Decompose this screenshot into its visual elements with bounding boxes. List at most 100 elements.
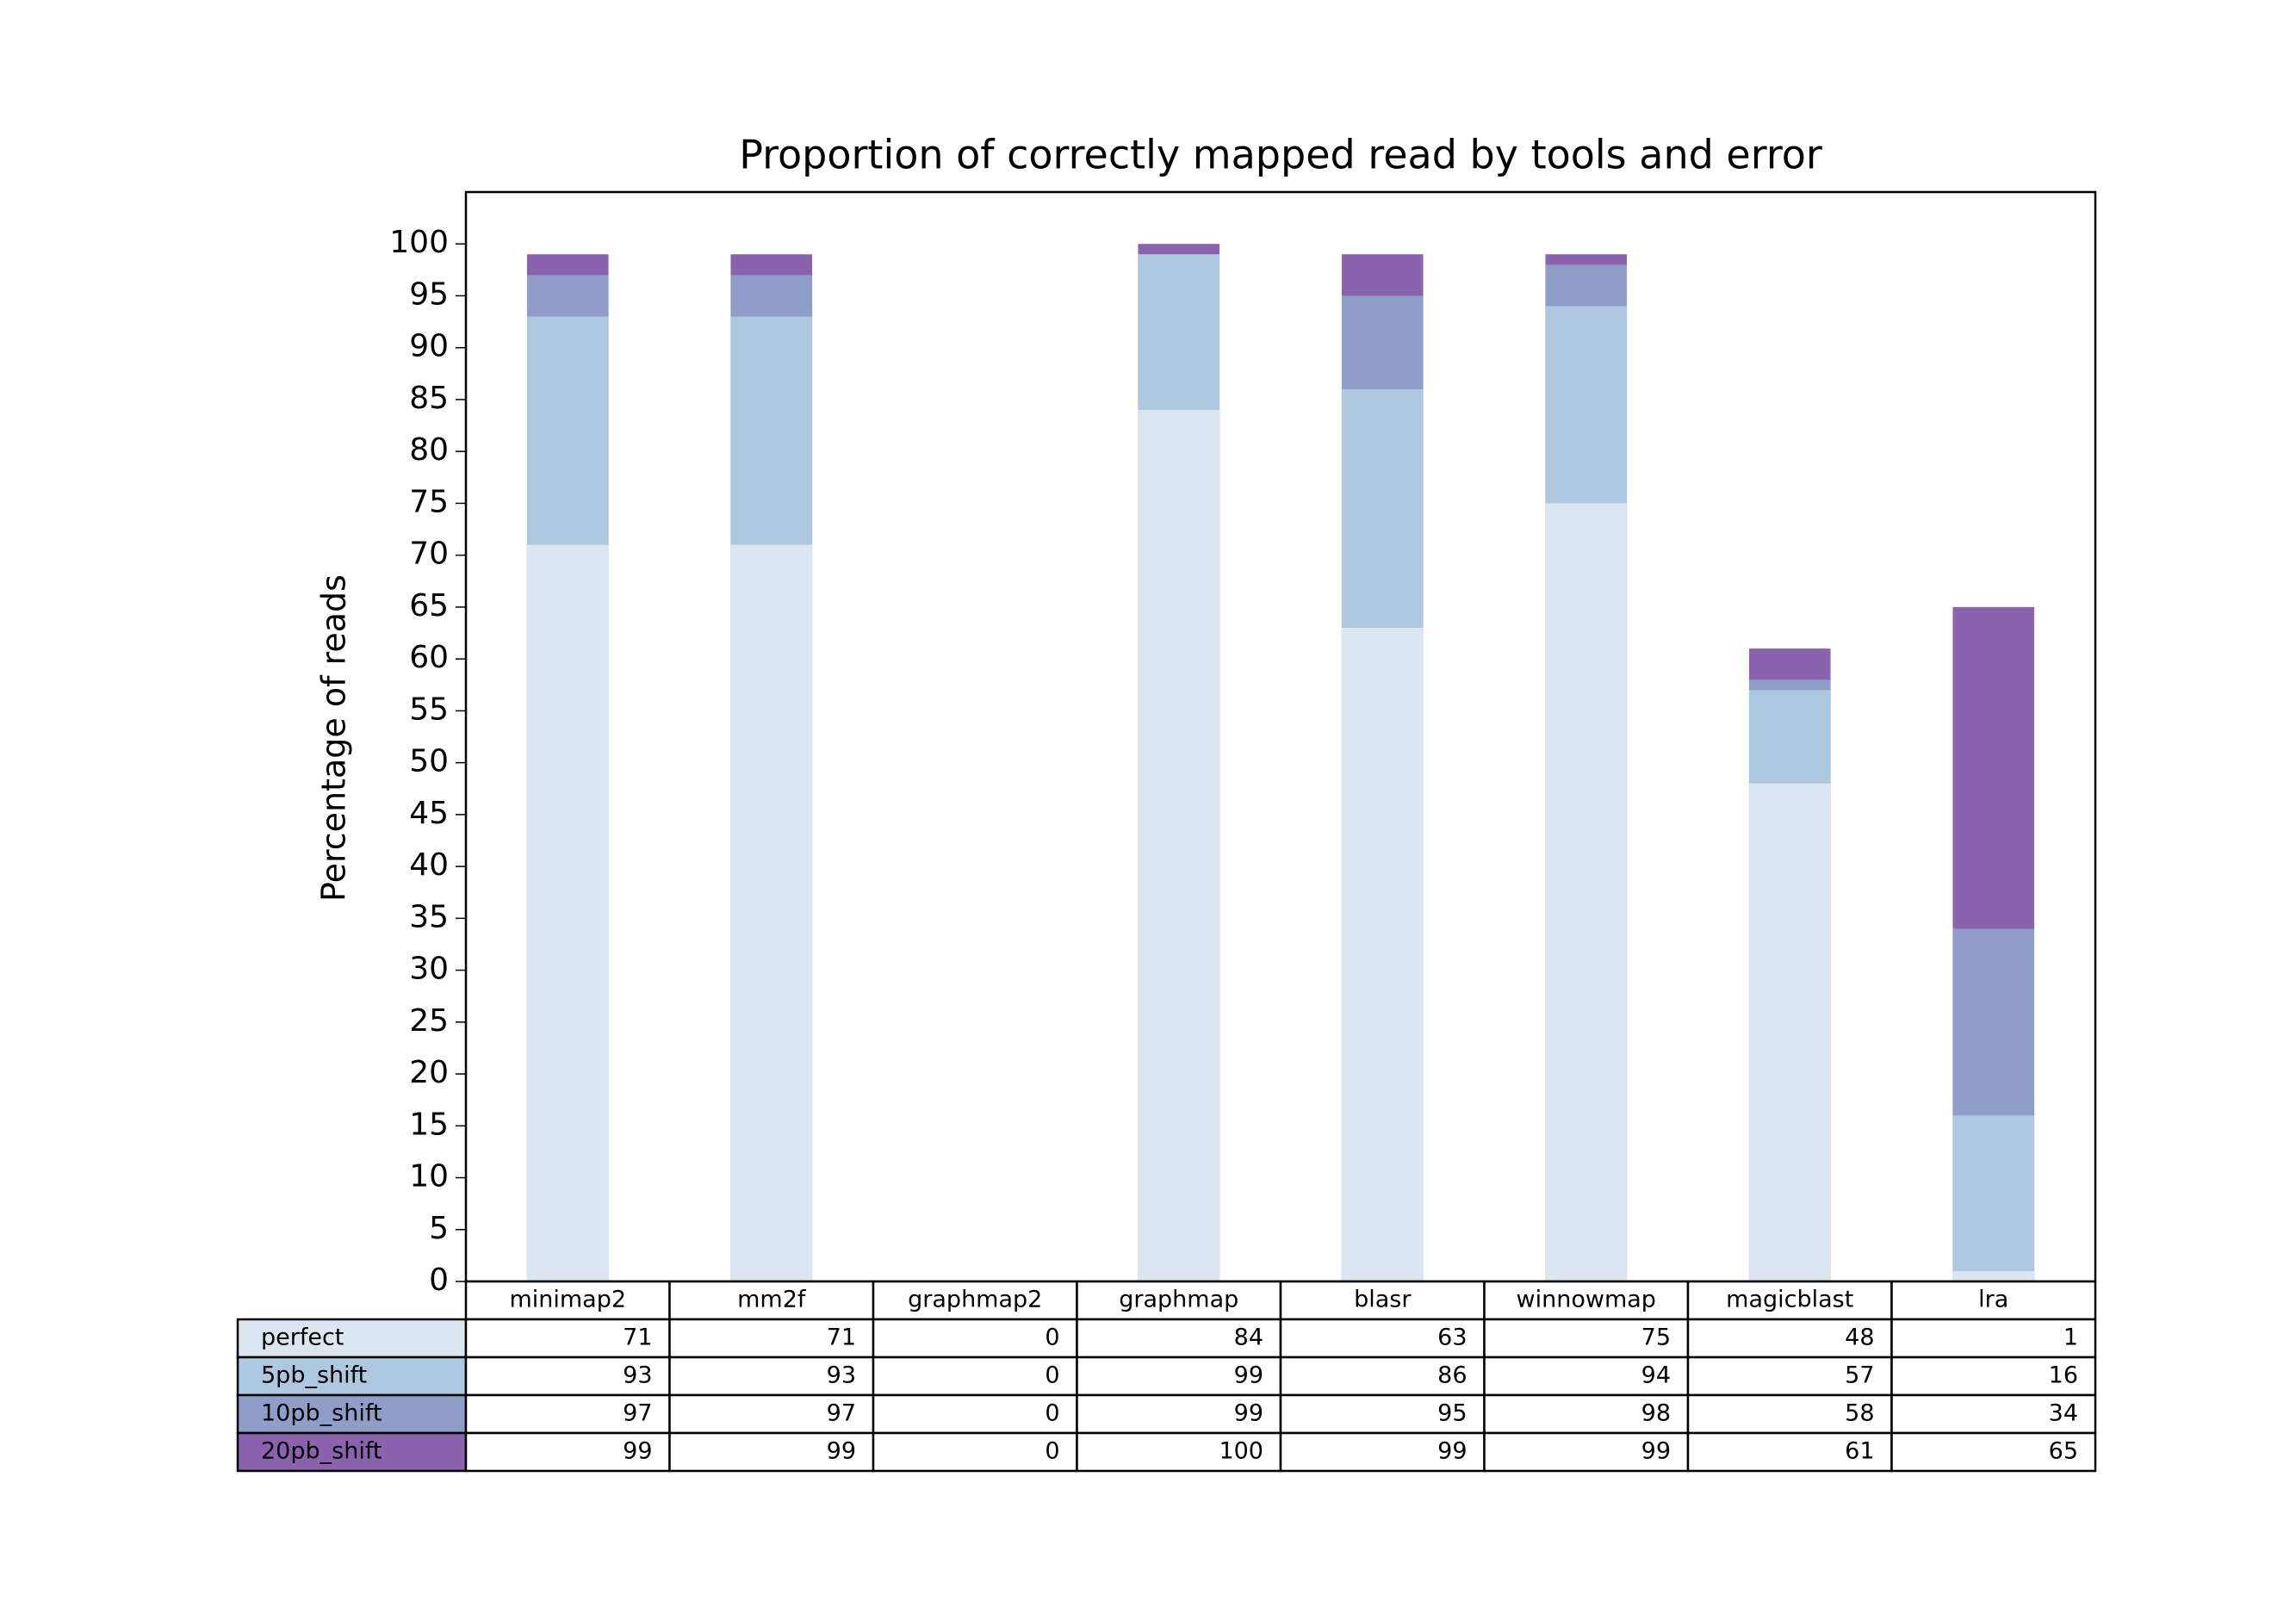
bar bbox=[1341, 628, 1424, 1281]
table-cell bbox=[1890, 1318, 2097, 1359]
y-tick-label: 65 bbox=[409, 588, 449, 624]
table-value: 99 bbox=[1234, 1362, 1263, 1389]
table-cell bbox=[1890, 1393, 2097, 1435]
y-tick-label: 20 bbox=[409, 1055, 449, 1090]
y-tick-label: 90 bbox=[409, 329, 449, 364]
y-tick-label: 15 bbox=[409, 1107, 449, 1142]
table-value: 63 bbox=[1437, 1325, 1467, 1351]
table-cell bbox=[872, 1431, 1078, 1473]
y-tick-label: 35 bbox=[409, 899, 449, 934]
table-value: 71 bbox=[623, 1325, 652, 1351]
table-value: 93 bbox=[827, 1362, 856, 1389]
x-tick-label: winnowmap bbox=[1517, 1287, 1656, 1313]
legend-label: perfect bbox=[261, 1325, 344, 1351]
table-cell bbox=[1076, 1393, 1282, 1435]
table-value: 61 bbox=[1845, 1438, 1874, 1465]
x-tick-label: graphmap bbox=[1119, 1287, 1238, 1313]
bar bbox=[526, 544, 609, 1281]
bar bbox=[1952, 1115, 2035, 1281]
y-tick-label: 25 bbox=[409, 1003, 449, 1039]
table-value: 34 bbox=[2049, 1400, 2078, 1427]
table-cell bbox=[1279, 1393, 1486, 1435]
y-tick-label: 95 bbox=[409, 276, 449, 312]
table-value: 86 bbox=[1437, 1362, 1467, 1389]
table-value: 1 bbox=[2063, 1325, 2078, 1351]
table-value: 99 bbox=[1641, 1438, 1671, 1465]
table-value: 97 bbox=[827, 1400, 856, 1427]
table-value: 71 bbox=[827, 1325, 856, 1351]
table-value: 94 bbox=[1641, 1362, 1671, 1389]
y-tick-label: 55 bbox=[409, 692, 449, 727]
legend-label: 5pb_shift bbox=[261, 1362, 367, 1389]
table-value: 57 bbox=[1845, 1362, 1874, 1389]
table-header-cell bbox=[1483, 1280, 1690, 1321]
y-tick-label: 70 bbox=[409, 537, 449, 572]
table-cell bbox=[872, 1393, 1078, 1435]
table-cell bbox=[1890, 1356, 2097, 1397]
table-value: 16 bbox=[2049, 1362, 2078, 1389]
table-header-cell bbox=[1686, 1280, 1893, 1321]
y-tick-label: 75 bbox=[409, 484, 449, 519]
y-tick-label: 0 bbox=[429, 1263, 449, 1298]
table-value: 0 bbox=[1045, 1362, 1059, 1389]
table-cell bbox=[668, 1356, 875, 1397]
table-cell bbox=[1686, 1356, 1893, 1397]
table-value: 75 bbox=[1641, 1325, 1671, 1351]
table-value: 99 bbox=[623, 1438, 652, 1465]
bar bbox=[1138, 410, 1220, 1281]
x-tick-label: minimap2 bbox=[509, 1287, 626, 1313]
x-tick-label: mm2f bbox=[737, 1287, 807, 1313]
y-tick-label: 60 bbox=[409, 640, 449, 675]
table-cell bbox=[1279, 1431, 1486, 1473]
table-header-cell bbox=[1076, 1280, 1282, 1321]
table-value: 48 bbox=[1845, 1325, 1874, 1351]
table-cell bbox=[1483, 1431, 1690, 1473]
y-axis-label: Percentage of reads bbox=[315, 574, 353, 902]
y-tick-label: 10 bbox=[409, 1159, 449, 1194]
table-cell bbox=[668, 1431, 875, 1473]
x-tick-label: graphmap2 bbox=[908, 1287, 1042, 1313]
table-header-cell bbox=[1279, 1280, 1486, 1321]
bar bbox=[730, 544, 813, 1281]
legend-label: 10pb_shift bbox=[261, 1400, 382, 1427]
table-value: 93 bbox=[623, 1362, 652, 1389]
table-cell bbox=[668, 1318, 875, 1359]
table-value: 99 bbox=[1437, 1438, 1467, 1465]
y-tick-label: 30 bbox=[409, 952, 449, 987]
x-tick-label: magicblast bbox=[1726, 1287, 1853, 1313]
legend-swatch bbox=[236, 1431, 468, 1473]
table-value: 0 bbox=[1045, 1325, 1059, 1351]
table-cell bbox=[1076, 1431, 1282, 1473]
bar bbox=[1545, 503, 1628, 1281]
table-value: 99 bbox=[827, 1438, 856, 1465]
table-header-cell bbox=[668, 1280, 875, 1321]
y-tick-label: 45 bbox=[409, 796, 449, 831]
table-value: 84 bbox=[1234, 1325, 1263, 1351]
table-header-cell bbox=[1890, 1280, 2097, 1321]
table-cell bbox=[1890, 1431, 2097, 1473]
table-value: 99 bbox=[1234, 1400, 1263, 1427]
table-value: 97 bbox=[623, 1400, 652, 1427]
table-value: 100 bbox=[1219, 1438, 1263, 1465]
table-value: 0 bbox=[1045, 1438, 1059, 1465]
table-value: 58 bbox=[1845, 1400, 1874, 1427]
table-value: 98 bbox=[1641, 1400, 1671, 1427]
x-tick-label: lra bbox=[1978, 1287, 2008, 1313]
table-cell bbox=[1686, 1431, 1893, 1473]
table-value: 65 bbox=[2049, 1438, 2078, 1465]
y-tick-label: 50 bbox=[409, 744, 449, 779]
table-cell bbox=[1076, 1356, 1282, 1397]
y-tick-label: 100 bbox=[389, 225, 449, 260]
bar bbox=[1952, 1270, 2035, 1281]
table-cell bbox=[1483, 1356, 1690, 1397]
legend-label: 20pb_shift bbox=[261, 1438, 382, 1465]
y-tick-label: 40 bbox=[409, 847, 449, 883]
table-value: 95 bbox=[1437, 1400, 1467, 1427]
y-tick-label: 85 bbox=[409, 381, 449, 416]
y-tick-label: 80 bbox=[409, 432, 449, 468]
table-cell bbox=[464, 1431, 671, 1473]
chart-title: Proportion of correctly mapped read by t… bbox=[739, 132, 1822, 178]
x-tick-label: blasr bbox=[1354, 1287, 1412, 1313]
bar bbox=[1748, 783, 1831, 1281]
